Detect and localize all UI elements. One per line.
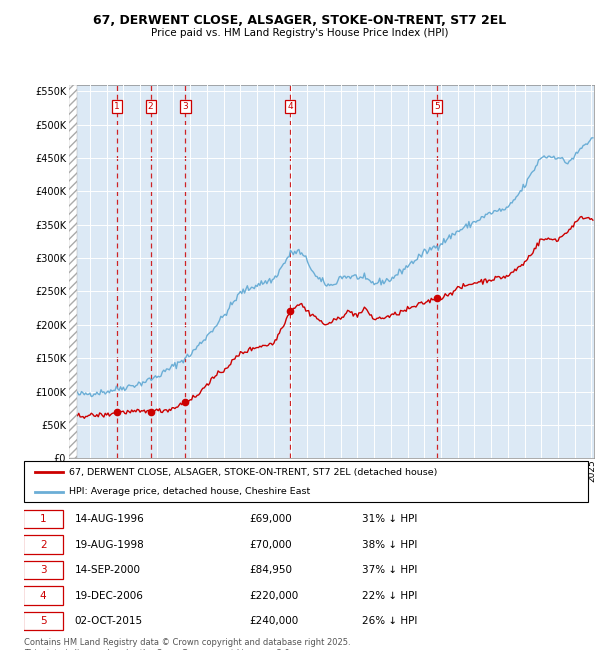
FancyBboxPatch shape [23,612,64,630]
Text: 14-SEP-2000: 14-SEP-2000 [75,565,141,575]
FancyBboxPatch shape [24,462,588,502]
Text: 26% ↓ HPI: 26% ↓ HPI [362,616,418,626]
Text: £220,000: £220,000 [250,591,299,601]
Text: 19-AUG-1998: 19-AUG-1998 [75,540,145,549]
Text: 1: 1 [114,102,120,111]
Text: 5: 5 [434,102,440,111]
FancyBboxPatch shape [23,586,64,605]
FancyBboxPatch shape [23,510,64,528]
Text: 37% ↓ HPI: 37% ↓ HPI [362,565,418,575]
Text: 14-AUG-1996: 14-AUG-1996 [75,514,145,524]
Text: 31% ↓ HPI: 31% ↓ HPI [362,514,418,524]
Text: 2: 2 [148,102,154,111]
FancyBboxPatch shape [23,536,64,554]
Text: £84,950: £84,950 [250,565,293,575]
Text: 1: 1 [40,514,46,524]
Text: 38% ↓ HPI: 38% ↓ HPI [362,540,418,549]
Text: £70,000: £70,000 [250,540,292,549]
Text: 2: 2 [40,540,46,549]
Text: £240,000: £240,000 [250,616,299,626]
Text: £69,000: £69,000 [250,514,292,524]
Text: 22% ↓ HPI: 22% ↓ HPI [362,591,418,601]
Text: 5: 5 [40,616,46,626]
Text: 3: 3 [182,102,188,111]
FancyBboxPatch shape [23,561,64,579]
Text: Price paid vs. HM Land Registry's House Price Index (HPI): Price paid vs. HM Land Registry's House … [151,28,449,38]
Text: 67, DERWENT CLOSE, ALSAGER, STOKE-ON-TRENT, ST7 2EL (detached house): 67, DERWENT CLOSE, ALSAGER, STOKE-ON-TRE… [69,468,437,477]
Text: 4: 4 [287,102,293,111]
Text: 3: 3 [40,565,46,575]
Text: 67, DERWENT CLOSE, ALSAGER, STOKE-ON-TRENT, ST7 2EL: 67, DERWENT CLOSE, ALSAGER, STOKE-ON-TRE… [94,14,506,27]
Text: 02-OCT-2015: 02-OCT-2015 [75,616,143,626]
Text: 19-DEC-2006: 19-DEC-2006 [75,591,143,601]
Text: 4: 4 [40,591,46,601]
Text: Contains HM Land Registry data © Crown copyright and database right 2025.
This d: Contains HM Land Registry data © Crown c… [24,638,350,650]
Text: HPI: Average price, detached house, Cheshire East: HPI: Average price, detached house, Ches… [69,488,310,496]
